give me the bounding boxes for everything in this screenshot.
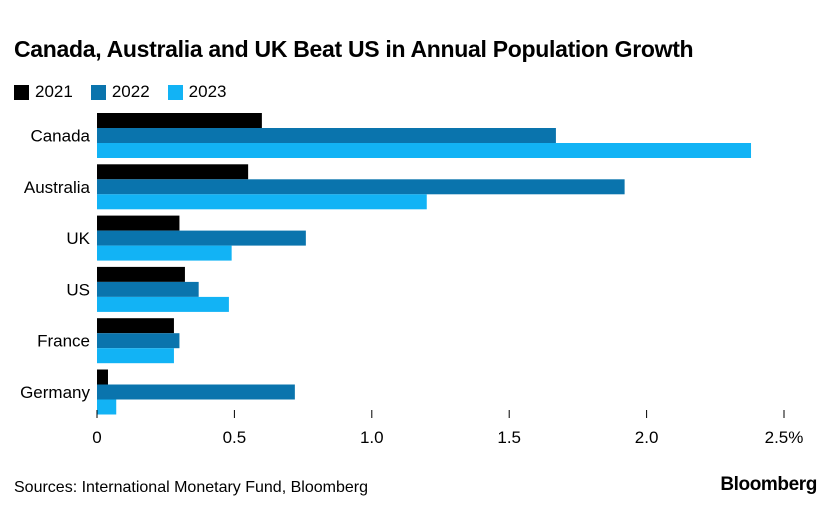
category-label-uk: UK: [66, 229, 90, 248]
legend-swatch-2022: [90, 84, 106, 100]
bar-germany-2023: [97, 399, 117, 415]
source-note: Sources: International Monetary Fund, Bl…: [14, 479, 368, 496]
x-tick-label-4: 2.0: [635, 428, 659, 447]
brand-logo: Bloomberg: [720, 474, 817, 495]
x-tick-label-0: 0: [92, 428, 101, 447]
bar-canada-2023: [97, 143, 752, 158]
bar-canada-2022: [97, 128, 556, 143]
legend-swatch-2023: [167, 84, 183, 100]
legend-swatch-2021: [14, 84, 29, 100]
bar-australia-2023: [97, 194, 427, 210]
x-tick-label-5: 2.5%: [765, 428, 804, 447]
bar-us-2023: [97, 296, 229, 312]
x-tick-label-2: 1.0: [360, 428, 384, 447]
x-tick-label-3: 1.5: [497, 428, 521, 447]
legend-label-2022: 2022: [111, 82, 150, 101]
category-label-canada: Canada: [30, 127, 90, 146]
category-label-france: France: [37, 332, 90, 351]
legend-item-2022: 2022: [90, 82, 150, 102]
legend-item-2021: 2021: [14, 82, 73, 102]
x-tick-label-1: 0.5: [223, 428, 247, 447]
bar-uk-2023: [97, 245, 232, 261]
bar-canada-2021: [97, 113, 262, 128]
legend-label-2021: 2021: [35, 82, 73, 101]
bar-uk-2022: [97, 230, 306, 246]
category-label-australia: Australia: [24, 178, 91, 197]
category-label-us: US: [66, 280, 90, 299]
bar-germany-2021: [97, 369, 108, 385]
bar-us-2021: [97, 266, 185, 282]
bar-uk-2021: [97, 215, 180, 231]
bar-france-2022: [97, 333, 180, 349]
legend-label-2023: 2023: [188, 82, 227, 101]
bar-us-2022: [97, 281, 199, 297]
bar-australia-2022: [97, 179, 625, 195]
chart-title: Canada, Australia and UK Beat US in Annu…: [14, 36, 694, 62]
bar-germany-2022: [97, 384, 295, 400]
bar-france-2021: [97, 318, 174, 334]
bar-australia-2021: [97, 164, 249, 180]
bar-france-2023: [97, 348, 174, 364]
category-label-germany: Germany: [20, 383, 90, 402]
legend-item-2023: 2023: [167, 82, 227, 102]
legend: 2021 2022 2023: [14, 82, 244, 102]
